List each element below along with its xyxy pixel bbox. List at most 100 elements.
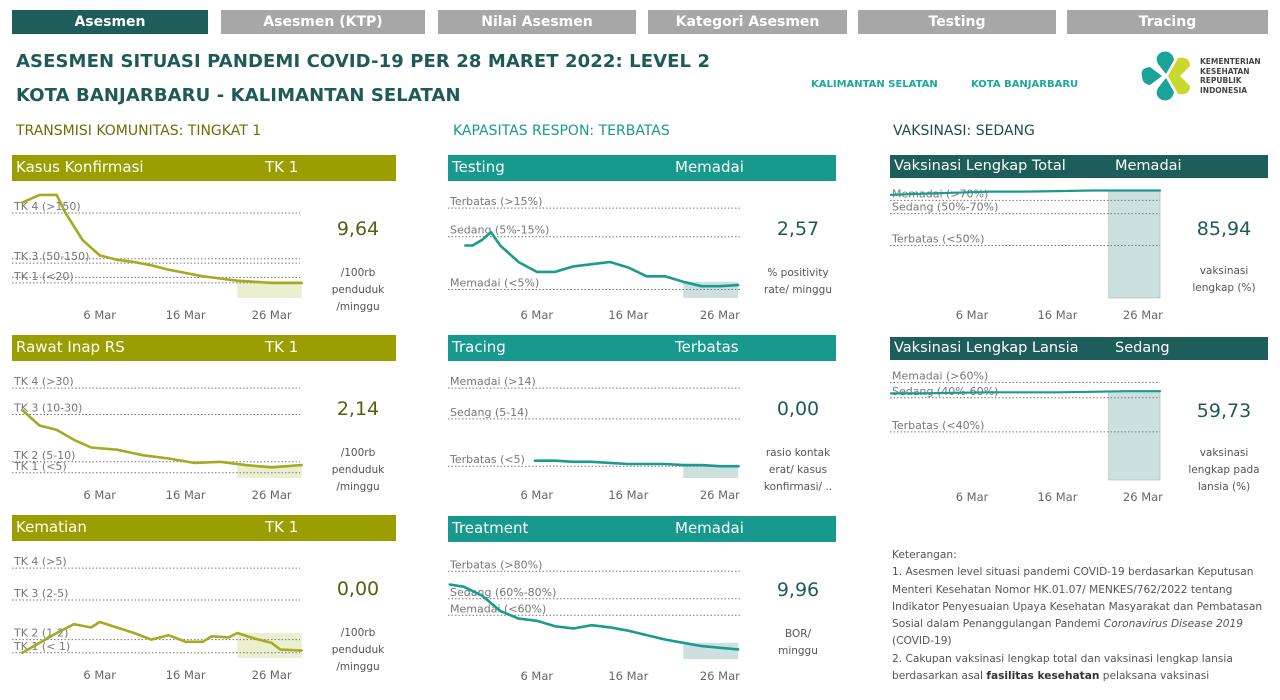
tab-testing[interactable]: Testing — [858, 10, 1056, 34]
x-tick-label: 16 Mar — [608, 308, 648, 322]
link-kota-banjarbaru[interactable]: KOTA BANJARBARU — [971, 79, 1079, 90]
indicator-unit: /100rb penduduk/minggu — [313, 625, 403, 676]
x-tick-label: 6 Mar — [520, 488, 553, 502]
section-kapasitas: KAPASITAS RESPON: TERBATAS — [453, 123, 670, 139]
indicator-value: 2,14 — [336, 398, 380, 420]
panel-vaks_lansia: Vaksinasi Lengkap Lansia Sedang 59,73 va… — [890, 337, 1268, 512]
section-transmisi: TRANSMISI KOMUNITAS: TINGKAT 1 — [16, 123, 262, 139]
indicator-unit: /100rb penduduk/minggu — [313, 265, 403, 316]
indicator-value: 59,73 — [1196, 400, 1252, 422]
trend-chart: Terbatas (>15%) Sedang (5%-15%) Memadai (<… — [448, 195, 740, 322]
indicator-unit: /100rb penduduk/minggu — [313, 445, 403, 496]
threshold-label: Terbatas (<50%) — [891, 233, 984, 246]
threshold-label: TK 3 (10-30) — [13, 402, 82, 415]
unit-line: /minggu — [336, 661, 380, 673]
trend-chart: TK 4 (>5)TK 3 (2-5)TK 2 (1-2)TK 1 (< 1)6… — [12, 555, 304, 682]
notes-item-1: 1. Asesmen level situasi pandemi COVID-1… — [892, 564, 1272, 650]
x-tick-label: 6 Mar — [83, 308, 116, 322]
last-week-highlight — [683, 465, 739, 478]
tab-kategori-asesmen[interactable]: Kategori Asesmen — [648, 10, 847, 34]
page-title: ASESMEN SITUASI PANDEMI COVID-19 PER 28 … — [16, 51, 711, 72]
unit-line: % positivity — [767, 267, 829, 279]
indicator-value: 9,96 — [776, 579, 820, 601]
threshold-label: TK 1 (<5) — [13, 460, 67, 473]
notes-heading: Keterangan: — [892, 549, 957, 561]
notes-bold: fasilitas kesehatan — [986, 670, 1100, 683]
section-vaksinasi: VAKSINASI: SEDANG — [893, 123, 1035, 139]
last-week-highlight — [683, 642, 739, 659]
indicator-unit: vaksinasi lengkap pada lansia (%) — [1179, 445, 1269, 496]
x-tick-label: 16 Mar — [608, 488, 648, 502]
panel-kasus: Kasus Konfirmasi TK 1 9,64 /100rb pendudu… — [12, 155, 396, 330]
unit-line: rasio kontak — [765, 447, 831, 459]
panel-status: Memadai — [675, 158, 744, 176]
notes-text: 1. Asesmen level situasi pandemi COVID-1… — [892, 566, 1263, 631]
logo-text: REPUBLIK — [1200, 76, 1242, 85]
unit-line: erat/ kasus — [768, 464, 828, 476]
indicator-value: 9,64 — [336, 218, 380, 240]
last-week-highlight — [237, 280, 302, 298]
trend-chart: TK 4 (>30) TK 3 (10-30) TK 2 (5-10)TK 1 (<… — [12, 375, 304, 502]
logo-text: INDONESIA — [1200, 85, 1248, 95]
panel-title: Tracing — [452, 338, 506, 356]
panel-vaks_total: Vaksinasi Lengkap Total Memadai 85,94 va… — [890, 155, 1268, 330]
kemenkes-logo-icon — [1141, 51, 1190, 101]
threshold-label: TK 3 (2-5) — [13, 587, 68, 600]
panel-title: Kematian — [16, 518, 87, 536]
panel-header: Rawat Inap RS TK 1 — [12, 335, 396, 361]
trend-chart: Memadai (>60%) Sedang (40%-60%) Terbatas (… — [890, 369, 1163, 504]
threshold-label: Sedang (40%-60%) — [892, 385, 998, 398]
notes: Keterangan: 1. Asesmen level situasi pan… — [892, 547, 1272, 685]
x-tick-label: 26 Mar — [1123, 308, 1163, 322]
x-tick-label: 16 Mar — [1037, 308, 1077, 322]
unit-line: minggu — [778, 645, 818, 657]
indicator-value: 0,00 — [336, 578, 380, 600]
x-tick-label: 26 Mar — [700, 488, 740, 502]
tab-nilai-asesmen[interactable]: Nilai Asesmen — [438, 10, 636, 34]
notes-text: pelaksana vaksinasi — [1099, 670, 1210, 683]
tab-asesmen-ktp[interactable]: Asesmen (KTP) — [221, 10, 425, 34]
unit-line: vaksinasi — [1199, 447, 1249, 459]
panel-header: Vaksinasi Lengkap Lansia Sedang — [890, 337, 1268, 360]
x-tick-label: 26 Mar — [252, 668, 292, 682]
x-tick-label: 6 Mar — [83, 488, 116, 502]
x-tick-label: 6 Mar — [956, 308, 989, 322]
unit-line: konfirmasi/ .. — [763, 481, 833, 493]
trend-chart: Memadai (>70%)Sedang (50%-70%)Terbatas (… — [890, 187, 1163, 322]
threshold-label: TK 2 (1-2) — [13, 627, 68, 640]
unit-line: /100rb — [340, 267, 376, 279]
x-tick-label: 26 Mar — [1123, 490, 1163, 504]
page-subtitle: KOTA BANJARBARU - KALIMANTAN SELATAN — [16, 85, 461, 106]
threshold-label: Terbatas (>15%) — [449, 195, 542, 208]
x-tick-label: 26 Mar — [700, 669, 740, 683]
panel-status: TK 1 — [265, 158, 299, 176]
last-week-highlight — [237, 465, 302, 478]
unit-line: BOR/ — [784, 628, 812, 640]
series-line — [533, 459, 740, 468]
panel-status: Terbatas — [675, 338, 739, 356]
panel-header: Tracing Terbatas — [448, 335, 836, 361]
unit-line: penduduk — [331, 644, 385, 656]
threshold-label: Sedang (60%-80%) — [450, 586, 556, 599]
threshold-label: Sedang (50%-70%) — [892, 201, 998, 214]
threshold-label: TK 3 (50-150) — [13, 250, 89, 263]
panel-tracing: Tracing Terbatas 0,00 rasio kontak erat/ … — [448, 335, 836, 510]
panel-status: TK 1 — [265, 518, 299, 536]
tab-tracing[interactable]: Tracing — [1067, 10, 1268, 34]
link-kalimantan-selatan[interactable]: KALIMANTAN SELATAN — [811, 79, 938, 90]
tab-asesmen[interactable]: Asesmen — [12, 10, 208, 34]
x-tick-label: 16 Mar — [166, 488, 206, 502]
threshold-label: TK 4 (>30) — [13, 375, 74, 388]
x-tick-label: 6 Mar — [83, 668, 116, 682]
last-week-highlight — [1108, 190, 1161, 299]
threshold-label: Terbatas (<40%) — [891, 419, 984, 432]
trend-chart: Memadai (>14) Sedang (5-14) Terbatas (<5) 6… — [448, 375, 740, 502]
threshold-label: Memadai (>14) — [450, 375, 536, 388]
panel-header: Testing Memadai — [448, 155, 836, 181]
threshold-label: Terbatas (<5) — [449, 453, 525, 466]
unit-line: /100rb — [340, 627, 376, 639]
threshold-label: TK 2 (5-10) — [13, 449, 75, 462]
unit-line: /100rb — [340, 447, 376, 459]
series-line — [21, 193, 304, 285]
unit-line: lengkap (%) — [1192, 282, 1256, 294]
